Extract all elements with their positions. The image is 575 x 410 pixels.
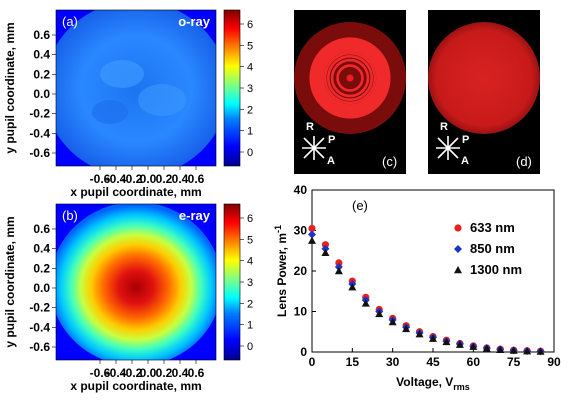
- map-xtick-label: 0.0: [140, 172, 157, 186]
- colorbar-tick-label: 0: [247, 341, 253, 353]
- panel-a-oray-map: (a) o-ray: [44, 1, 228, 177]
- map-ytick-label: 0.6: [33, 28, 50, 42]
- map-xtick-label: 0.2: [156, 172, 173, 186]
- map-xtick-label: 0.0: [140, 366, 157, 380]
- map-xtick-label: 0.4: [172, 366, 189, 380]
- chart-xtick-label: 30: [386, 355, 400, 369]
- colorbar-tick-label: 4: [247, 256, 253, 268]
- polarizer-d-polarizer: P: [462, 134, 469, 146]
- map-ytick-label: -0.4: [29, 126, 50, 140]
- chart-xlabel: Voltage, Vrms: [396, 375, 470, 392]
- colorbar-tick-label: 0: [247, 147, 253, 159]
- panel-d-label: (d): [516, 154, 532, 169]
- chart-xtick-label: 15: [346, 355, 360, 369]
- colorbar-tick-label: 5: [247, 234, 253, 246]
- map-ytick-label: -0.4: [29, 320, 50, 334]
- map-ytick-label: -0.6: [29, 146, 50, 160]
- panel-d-aperture: [428, 22, 540, 134]
- colorbar-b: 0 1 2 3 4 5 6: [224, 204, 253, 360]
- colorbar-tick-label: 6: [247, 19, 253, 31]
- map-ytick-label: 0.0: [33, 87, 50, 101]
- map-xtick-label: 0.4: [172, 172, 189, 186]
- panel-c-label: (c): [382, 154, 397, 169]
- panel-a-title: o-ray: [178, 14, 211, 29]
- map-ytick-label: 0.2: [33, 67, 50, 81]
- map-xtick-label: 0.2: [156, 366, 173, 380]
- chart-xtick-label: 75: [507, 355, 521, 369]
- panel-c-interferogram: R P A (c): [294, 10, 406, 174]
- colorbar-tick-label: 1: [247, 126, 253, 138]
- chart-xtick-label: 60: [467, 355, 481, 369]
- chart-xlabel-sub: rms: [453, 382, 470, 392]
- chart-xtick-label: 45: [426, 355, 440, 369]
- map-ytick-label: 0.6: [33, 222, 50, 236]
- map-ytick-label: 0.4: [33, 48, 50, 62]
- chart-ylabel: Lens Power, m-1: [273, 225, 289, 317]
- polarizer-symbol-c: [302, 136, 326, 160]
- chart-xtick-label: 90: [547, 355, 561, 369]
- polarizer-d-analyzer: A: [461, 155, 469, 167]
- map-b-ylabel: y pupil coordinate, mm: [3, 216, 17, 347]
- colorbar-tick-label: 3: [247, 83, 253, 95]
- colorbar-tick-label: 2: [247, 104, 253, 116]
- chart-ytick-label: 10: [294, 305, 308, 319]
- map-ytick-label: 0.2: [33, 261, 50, 275]
- colorbar-tick-label: 6: [247, 213, 253, 225]
- map-xtick-label: 0.6: [188, 172, 205, 186]
- map-ytick-label: 0.0: [33, 281, 50, 295]
- interference-center: [347, 75, 354, 82]
- panel-b-eray-map: (b) e-ray: [50, 202, 222, 366]
- panel-e-chart: 0 15 30 45 60 75 90 0 10 20 30 40 (e) 633 nm 850 nm 1…: [273, 183, 561, 392]
- panel-d-uniform-image: R P A (d): [428, 10, 540, 174]
- panel-e-label: (e): [352, 198, 368, 213]
- colorbar-tick-label: 2: [247, 298, 253, 310]
- colorbar-tick-label: 3: [247, 277, 253, 289]
- map-a-phase-lobe: [100, 60, 144, 88]
- polarizer-c-analyzer: A: [327, 155, 335, 167]
- chart-ytick-label: 30: [294, 224, 308, 238]
- polarizer-d-rubbing: R: [440, 121, 448, 133]
- polarizer-c-rubbing: R: [306, 121, 314, 133]
- legend-label: 850 nm: [470, 241, 515, 256]
- colorbar-tick-label: 1: [247, 320, 253, 332]
- colorbar-tick-label: 5: [247, 40, 253, 52]
- map-a-ylabel: y pupil coordinate, mm: [3, 22, 17, 153]
- chart-ytick-label: 40: [294, 183, 308, 197]
- chart-ylabel-main: Lens Power, m: [275, 233, 289, 317]
- panel-b-title: e-ray: [179, 208, 211, 223]
- legend-label: 1300 nm: [470, 262, 522, 277]
- colorbar-b-gradient: [224, 204, 240, 360]
- colorbar-tick-label: 4: [247, 62, 253, 74]
- map-ytick-label: 0.4: [33, 242, 50, 256]
- legend-marker: [454, 224, 461, 231]
- polarizer-c-polarizer: P: [328, 134, 335, 146]
- chart-xlabel-main: Voltage, V: [396, 375, 453, 389]
- colorbar-a-gradient: [224, 10, 240, 166]
- polarizer-symbol-d: [436, 136, 460, 160]
- chart-xtick-label: 0: [309, 355, 316, 369]
- map-ytick-label: -0.2: [29, 301, 50, 315]
- colorbar-a: 0 1 2 3 4 5 6: [224, 10, 253, 166]
- map-a-phase-lobe: [92, 100, 128, 124]
- panel-a-label: (a): [62, 14, 78, 29]
- panel-b-label: (b): [62, 208, 78, 223]
- map-a-phase-lobe: [138, 84, 186, 116]
- map-xtick-label: 0.6: [188, 366, 205, 380]
- map-b-phase-field: [50, 202, 222, 366]
- chart-ylabel-sup: -1: [273, 225, 283, 233]
- map-a-xlabel: x pupil coordinate, mm: [70, 185, 201, 199]
- chart-ytick-label: 0: [300, 345, 307, 359]
- map-b-xlabel: x pupil coordinate, mm: [70, 379, 201, 393]
- map-ytick-label: -0.6: [29, 340, 50, 354]
- map-ytick-label: -0.2: [29, 107, 50, 121]
- legend-label: 633 nm: [470, 220, 515, 235]
- chart-ytick-label: 20: [294, 264, 308, 278]
